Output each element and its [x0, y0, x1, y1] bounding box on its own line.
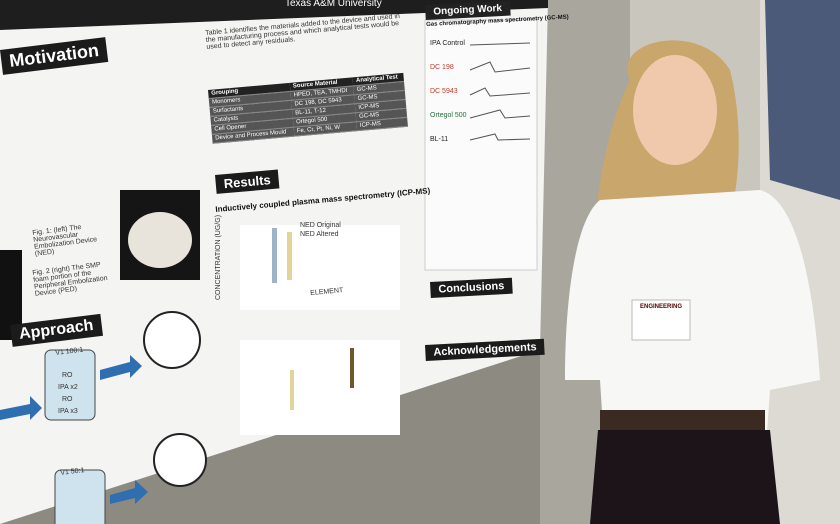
poster-bar	[350, 348, 354, 388]
plot-area	[240, 340, 400, 435]
poster-header	[0, 0, 548, 30]
trace	[469, 109, 531, 119]
clock-icon	[143, 311, 201, 369]
figure-device	[0, 250, 22, 340]
trace	[469, 42, 531, 46]
plot-area	[240, 225, 400, 310]
arrow	[100, 355, 142, 380]
trace	[469, 61, 531, 73]
foam-sample	[128, 212, 192, 268]
shirt	[565, 190, 820, 460]
bystander	[765, 0, 840, 200]
poster-bar	[290, 370, 294, 410]
trace-label: DC 5943	[430, 88, 458, 95]
trace	[469, 87, 531, 97]
beaker	[54, 469, 106, 524]
name-badge	[631, 299, 691, 341]
arrow	[0, 396, 42, 420]
poster-bar	[287, 232, 292, 280]
legend-entry: NED Altered	[300, 231, 339, 238]
trace-label: IPA Control	[430, 40, 465, 47]
poster-bar	[272, 228, 277, 283]
pants	[590, 430, 780, 524]
trace	[469, 133, 531, 141]
badge-text: ENGINEERING	[640, 304, 683, 310]
beaker	[44, 349, 96, 421]
clock-icon	[153, 433, 207, 487]
university: Texas A&M University	[285, 0, 382, 9]
face	[633, 55, 717, 165]
solvent: IPA x3	[58, 408, 78, 415]
axis-label: CONCENTRATION (UG/G)	[215, 214, 222, 300]
arrow	[110, 480, 148, 504]
trace-label: BL-11	[430, 136, 449, 143]
gcms-panel	[424, 19, 538, 271]
solvent: RO	[62, 396, 73, 403]
solvent: RO	[62, 372, 73, 379]
solvent: IPA x2	[58, 384, 78, 391]
trace-label: DC 198	[430, 64, 454, 71]
legend-entry: NED Original	[300, 222, 341, 229]
trace-label: Ortegol 500	[430, 112, 467, 119]
